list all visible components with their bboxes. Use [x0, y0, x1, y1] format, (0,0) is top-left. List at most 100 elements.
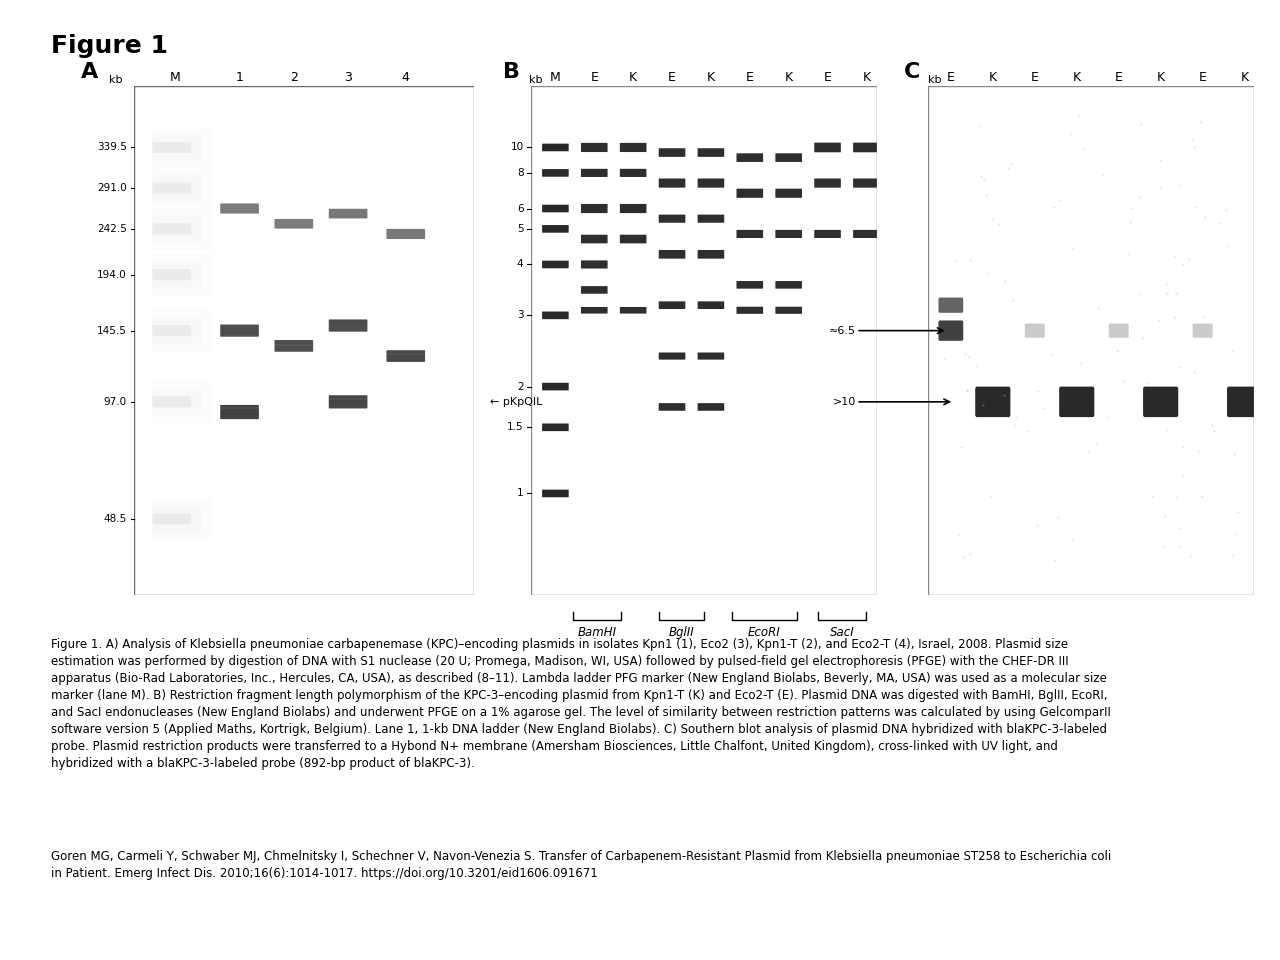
FancyBboxPatch shape: [1193, 324, 1212, 338]
FancyBboxPatch shape: [152, 127, 211, 168]
Text: K: K: [1240, 70, 1249, 84]
Text: C: C: [904, 61, 920, 82]
FancyBboxPatch shape: [620, 143, 646, 152]
FancyBboxPatch shape: [620, 234, 646, 244]
Text: 339.5: 339.5: [97, 142, 127, 153]
FancyBboxPatch shape: [581, 260, 608, 269]
FancyBboxPatch shape: [776, 229, 803, 238]
Text: A: A: [81, 61, 97, 82]
Text: E: E: [590, 70, 598, 84]
FancyBboxPatch shape: [659, 403, 685, 411]
Text: E: E: [668, 70, 676, 84]
FancyBboxPatch shape: [152, 175, 201, 202]
FancyBboxPatch shape: [659, 352, 685, 360]
FancyBboxPatch shape: [814, 143, 841, 153]
FancyBboxPatch shape: [854, 143, 879, 153]
FancyBboxPatch shape: [938, 321, 964, 341]
Text: 10: 10: [511, 142, 524, 153]
Text: kb: kb: [529, 76, 543, 85]
Text: K: K: [785, 70, 792, 84]
FancyBboxPatch shape: [152, 506, 201, 532]
FancyBboxPatch shape: [152, 318, 201, 344]
FancyBboxPatch shape: [220, 324, 259, 337]
Text: K: K: [988, 70, 997, 84]
FancyBboxPatch shape: [152, 325, 191, 336]
Text: kb: kb: [928, 76, 942, 85]
Text: kb: kb: [109, 76, 123, 85]
Text: EcoRI: EcoRI: [748, 626, 781, 639]
FancyBboxPatch shape: [152, 396, 191, 407]
FancyBboxPatch shape: [220, 405, 259, 420]
Text: 1.5: 1.5: [507, 422, 524, 432]
Text: 3: 3: [517, 310, 524, 321]
FancyBboxPatch shape: [543, 144, 568, 152]
FancyBboxPatch shape: [659, 179, 685, 187]
FancyBboxPatch shape: [736, 306, 763, 314]
FancyBboxPatch shape: [581, 143, 608, 152]
Text: K: K: [1157, 70, 1165, 84]
FancyBboxPatch shape: [543, 423, 568, 431]
FancyBboxPatch shape: [620, 204, 646, 213]
FancyBboxPatch shape: [543, 312, 568, 319]
FancyBboxPatch shape: [581, 234, 608, 244]
FancyBboxPatch shape: [152, 498, 211, 540]
FancyBboxPatch shape: [152, 381, 211, 422]
FancyBboxPatch shape: [274, 219, 314, 228]
FancyBboxPatch shape: [698, 352, 724, 360]
FancyBboxPatch shape: [152, 134, 201, 160]
FancyBboxPatch shape: [698, 215, 724, 223]
Text: 1: 1: [517, 489, 524, 498]
FancyBboxPatch shape: [581, 204, 608, 213]
FancyBboxPatch shape: [152, 261, 201, 288]
Text: 194.0: 194.0: [97, 270, 127, 279]
Text: 145.5: 145.5: [97, 325, 127, 336]
Text: ≈6.5: ≈6.5: [829, 325, 856, 336]
FancyBboxPatch shape: [776, 189, 803, 198]
Text: >10: >10: [833, 396, 856, 407]
FancyBboxPatch shape: [736, 281, 763, 289]
Text: K: K: [707, 70, 716, 84]
Text: SacI: SacI: [829, 626, 855, 639]
FancyBboxPatch shape: [152, 216, 201, 242]
FancyBboxPatch shape: [387, 350, 425, 362]
Text: 8: 8: [517, 168, 524, 178]
FancyBboxPatch shape: [776, 154, 803, 162]
FancyBboxPatch shape: [659, 215, 685, 223]
FancyBboxPatch shape: [736, 189, 763, 198]
Text: Figure 1: Figure 1: [51, 34, 168, 58]
Text: 5: 5: [517, 224, 524, 234]
Text: BglII: BglII: [668, 626, 695, 639]
FancyBboxPatch shape: [1228, 387, 1262, 417]
FancyBboxPatch shape: [543, 261, 568, 268]
FancyBboxPatch shape: [1143, 387, 1179, 417]
FancyBboxPatch shape: [659, 250, 685, 258]
Text: 4: 4: [402, 70, 410, 84]
Text: 6: 6: [517, 204, 524, 213]
Text: 2: 2: [289, 70, 298, 84]
Text: E: E: [1115, 70, 1123, 84]
Text: E: E: [1030, 70, 1038, 84]
FancyBboxPatch shape: [329, 320, 367, 331]
FancyBboxPatch shape: [152, 269, 191, 280]
FancyBboxPatch shape: [938, 298, 964, 313]
FancyBboxPatch shape: [581, 286, 608, 294]
FancyBboxPatch shape: [152, 389, 201, 415]
Text: M: M: [550, 70, 561, 84]
FancyBboxPatch shape: [152, 167, 211, 209]
FancyBboxPatch shape: [1059, 387, 1094, 417]
FancyBboxPatch shape: [698, 301, 724, 309]
Text: K: K: [1073, 70, 1080, 84]
FancyBboxPatch shape: [274, 340, 314, 351]
Text: 1: 1: [236, 70, 243, 84]
FancyBboxPatch shape: [329, 208, 367, 219]
Text: K: K: [863, 70, 870, 84]
FancyBboxPatch shape: [620, 307, 646, 314]
FancyBboxPatch shape: [975, 387, 1010, 417]
FancyBboxPatch shape: [152, 142, 191, 153]
FancyBboxPatch shape: [220, 204, 259, 213]
FancyBboxPatch shape: [698, 403, 724, 411]
Text: Goren MG, Carmeli Y, Schwaber MJ, Chmelnitsky I, Schechner V, Navon-Venezia S. T: Goren MG, Carmeli Y, Schwaber MJ, Chmeln…: [51, 850, 1111, 879]
Text: 3: 3: [344, 70, 352, 84]
Text: 242.5: 242.5: [97, 224, 127, 234]
FancyBboxPatch shape: [581, 169, 608, 177]
